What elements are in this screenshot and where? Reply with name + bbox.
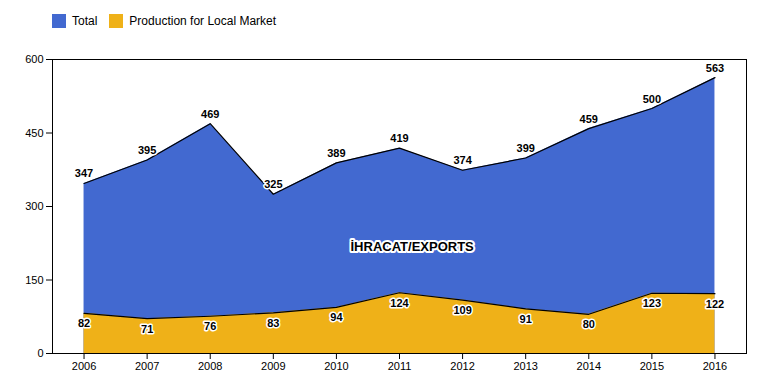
svg-text:122: 122 <box>706 298 724 310</box>
svg-text:459: 459 <box>580 113 598 125</box>
svg-text:0: 0 <box>37 347 43 359</box>
svg-text:82: 82 <box>78 317 90 329</box>
svg-text:300: 300 <box>25 200 43 212</box>
svg-text:2015: 2015 <box>640 360 664 372</box>
svg-text:2011: 2011 <box>388 360 412 372</box>
svg-text:124: 124 <box>390 297 409 309</box>
svg-text:71: 71 <box>141 323 153 335</box>
svg-text:2013: 2013 <box>513 360 537 372</box>
svg-text:İHRACAT/EXPORTS: İHRACAT/EXPORTS <box>350 239 474 254</box>
svg-text:399: 399 <box>517 142 535 154</box>
svg-text:500: 500 <box>643 93 661 105</box>
svg-text:94: 94 <box>330 311 343 323</box>
html-text:Total: Total <box>72 13 98 28</box>
svg-text:374: 374 <box>453 154 472 166</box>
svg-text:2008: 2008 <box>198 360 222 372</box>
svg-text:389: 389 <box>327 147 345 159</box>
svg-text:109: 109 <box>453 304 471 316</box>
svg-text:2012: 2012 <box>450 360 474 372</box>
svg-text:469: 469 <box>201 108 219 120</box>
svg-text:419: 419 <box>390 132 408 144</box>
svg-text:395: 395 <box>138 144 156 156</box>
svg-text:2007: 2007 <box>135 360 159 372</box>
svg-text:347: 347 <box>75 167 93 179</box>
svg-text:150: 150 <box>25 274 43 286</box>
svg-text:600: 600 <box>25 53 43 65</box>
html-text:Production for Local Market: Production for Local Market <box>129 13 277 28</box>
svg-text:2016: 2016 <box>703 360 727 372</box>
svg-text:2009: 2009 <box>261 360 285 372</box>
svg-text:2006: 2006 <box>72 360 96 372</box>
svg-text:83: 83 <box>267 317 279 329</box>
svg-text:325: 325 <box>264 178 282 190</box>
svg-text:80: 80 <box>583 318 595 330</box>
svg-text:450: 450 <box>25 127 43 139</box>
svg-text:563: 563 <box>706 62 724 74</box>
svg-text:123: 123 <box>643 297 661 309</box>
svg-text:76: 76 <box>204 320 216 332</box>
svg-text:91: 91 <box>520 313 532 325</box>
svg-text:2014: 2014 <box>577 360 601 372</box>
svg-text:2010: 2010 <box>324 360 348 372</box>
